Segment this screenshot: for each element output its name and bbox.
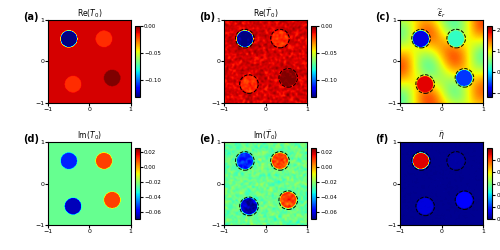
- Title: Im$(\widetilde{T}_0)$: Im$(\widetilde{T}_0)$: [253, 128, 278, 142]
- Title: Re$(\widetilde{T}_0)$: Re$(\widetilde{T}_0)$: [252, 6, 278, 20]
- Text: (c): (c): [376, 12, 390, 22]
- Text: (f): (f): [376, 134, 389, 144]
- Text: (a): (a): [23, 12, 38, 22]
- Title: Im$(T_0)$: Im$(T_0)$: [77, 130, 102, 142]
- Text: (d): (d): [23, 134, 39, 144]
- Title: $\widetilde{\eta}$: $\widetilde{\eta}$: [438, 130, 445, 142]
- Text: (e): (e): [200, 134, 215, 144]
- Text: (b): (b): [200, 12, 216, 22]
- Title: Re$(T_0)$: Re$(T_0)$: [76, 8, 102, 20]
- Title: $\widetilde{\epsilon}_r$: $\widetilde{\epsilon}_r$: [438, 7, 446, 20]
